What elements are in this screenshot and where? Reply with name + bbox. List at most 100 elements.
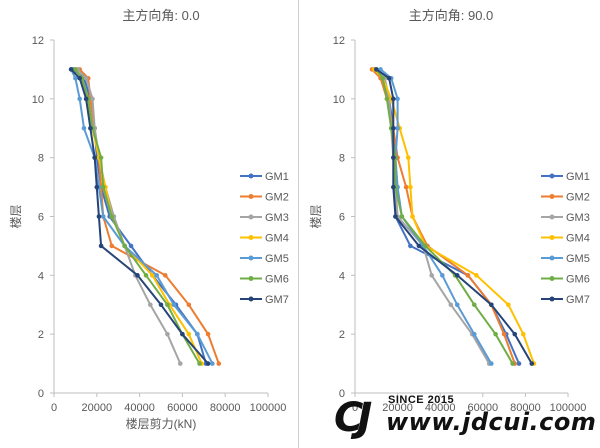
chart1-ylabel: 楼层 xyxy=(8,204,23,228)
chart2-legend-marker xyxy=(549,255,555,261)
chart2-point-gm7 xyxy=(393,214,398,219)
chart1-point-gm6 xyxy=(100,184,106,190)
chart1-point-gm6 xyxy=(122,243,127,249)
chart2-point-gm6 xyxy=(384,96,390,102)
chart1-point-gm7 xyxy=(205,361,211,366)
chart1-point-gm6 xyxy=(197,361,202,366)
chart1-ytick-label: 8 xyxy=(38,153,44,165)
chart2-point-gm5 xyxy=(395,125,400,131)
chart1-point-gm7 xyxy=(135,273,140,278)
chart2-point-gm4 xyxy=(474,273,479,278)
chart2-title: 主方向角: 90.0 xyxy=(409,8,494,23)
chart2-xtick-label: 80000 xyxy=(510,402,541,414)
chart2-point-gm4 xyxy=(410,214,415,219)
chart1-point-gm5 xyxy=(154,273,160,278)
chart1-point-gm7 xyxy=(94,184,100,190)
chart1-point-gm7 xyxy=(68,67,74,72)
chart2-point-gm5 xyxy=(471,331,477,337)
chart1: 主方向角: 0.0 0 2 4 6 8 10 12 0 20000 40000 60000 80000 1… xyxy=(8,8,289,431)
chart2-point-gm7 xyxy=(391,155,396,160)
chart1-legend-label: GM1 xyxy=(265,171,289,183)
chart1-legend-marker xyxy=(248,173,254,179)
chart1-point-gm2 xyxy=(109,243,115,249)
chart2-legend-label: GM3 xyxy=(566,212,590,224)
chart2-xtick-label: 0 xyxy=(352,402,358,414)
chart2-point-gm7 xyxy=(416,243,422,249)
chart2-point-gm4 xyxy=(506,302,511,308)
chart1-ytick-label: 0 xyxy=(38,388,44,400)
chart2-point-gm5 xyxy=(454,302,460,308)
chart1-legend-label: GM6 xyxy=(265,274,289,286)
chart2-line-gm7 xyxy=(375,68,533,365)
chart1-point-gm6 xyxy=(165,302,170,308)
chart2-point-gm3 xyxy=(429,273,434,278)
chart1-point-gm2 xyxy=(162,273,168,278)
chart1-point-gm5 xyxy=(171,302,177,308)
chart2-point-gm1 xyxy=(516,361,522,366)
chart1-ytick-label: 12 xyxy=(32,35,44,47)
chart1-point-gm3 xyxy=(165,331,170,337)
chart2-ytick-label: 6 xyxy=(339,212,345,224)
chart2-point-gm7 xyxy=(374,67,379,72)
chart1-ytick-label: 2 xyxy=(38,329,44,341)
chart2-point-gm5 xyxy=(489,361,494,366)
chart1-legend-label: GM2 xyxy=(265,192,289,204)
chart1-xlabel: 楼层剪力(kN) xyxy=(126,416,197,431)
chart1-line-gm5 xyxy=(70,68,214,365)
chart1-line-gm2 xyxy=(78,68,220,364)
chart1-point-gm7 xyxy=(92,155,97,160)
chart1-xtick-label: 60000 xyxy=(167,402,198,414)
chart2-point-gm5 xyxy=(395,96,400,102)
chart1-ytick-label: 4 xyxy=(38,270,44,282)
chart1-xtick-label: 0 xyxy=(51,402,57,414)
chart2-legend-marker xyxy=(549,276,555,281)
watermark-since: SINCE 2015 xyxy=(388,394,455,406)
chart1-point-gm5 xyxy=(195,331,200,337)
chart2-xtick-label: 40000 xyxy=(425,402,456,414)
chart2-point-gm7 xyxy=(391,96,396,102)
chart1-legend-label: GM4 xyxy=(265,233,289,245)
chart1-xtick-label: 20000 xyxy=(82,402,113,414)
chart1-point-gm2 xyxy=(216,361,222,366)
chart1-point-gm3 xyxy=(83,75,89,81)
watermark: CJ SINCE 2015 www.jdcui.com xyxy=(334,392,596,442)
chart1-point-gm7 xyxy=(98,243,104,249)
chart2-point-gm6 xyxy=(471,302,477,308)
chart2-point-gm6 xyxy=(510,361,515,366)
chart1-xtick-label: 40000 xyxy=(124,402,155,414)
chart2-ytick-label: 12 xyxy=(333,35,345,47)
chart1-legend-label: GM7 xyxy=(265,294,289,306)
chart2-legend-marker xyxy=(549,235,555,240)
chart2-point-gm2 xyxy=(403,184,409,190)
chart2-ytick-label: 8 xyxy=(339,153,345,165)
chart1-point-gm3 xyxy=(177,361,183,366)
chart1-point-gm7 xyxy=(158,302,164,308)
chart1-line-gm6 xyxy=(74,68,201,365)
chart2-point-gm6 xyxy=(399,214,405,219)
chart1-point-gm5 xyxy=(81,125,87,131)
chart2-point-gm7 xyxy=(391,184,396,190)
chart2-xtick-label: 20000 xyxy=(382,402,413,414)
chart1-point-gm5 xyxy=(77,96,82,102)
chart2-point-gm4 xyxy=(520,331,526,337)
chart2-ylabel: 楼层 xyxy=(308,204,323,228)
chart2-line-gm5 xyxy=(379,68,493,365)
chart1-point-gm6 xyxy=(73,67,78,72)
chart2-ytick-label: 4 xyxy=(339,270,345,282)
chart1-legend-marker xyxy=(248,276,254,281)
chart1-point-gm3 xyxy=(90,96,95,102)
chart1-xtick-label: 80000 xyxy=(210,402,241,414)
chart1-legend-marker xyxy=(248,214,254,220)
chart1-line-gm7 xyxy=(70,68,209,365)
chart1-ytick-label: 10 xyxy=(32,94,44,106)
chart2-legend-label: GM4 xyxy=(566,233,590,245)
chart1-series-gm7 xyxy=(68,67,211,366)
chart2-legend-label: GM5 xyxy=(566,253,590,265)
panel-divider xyxy=(298,0,299,448)
chart1-point-gm4 xyxy=(186,331,192,337)
chart1-point-gm7 xyxy=(77,75,82,81)
chart2-legend-marker xyxy=(549,194,555,199)
chart2-legend-label: GM2 xyxy=(566,192,590,204)
chart2-point-gm2 xyxy=(501,331,507,337)
